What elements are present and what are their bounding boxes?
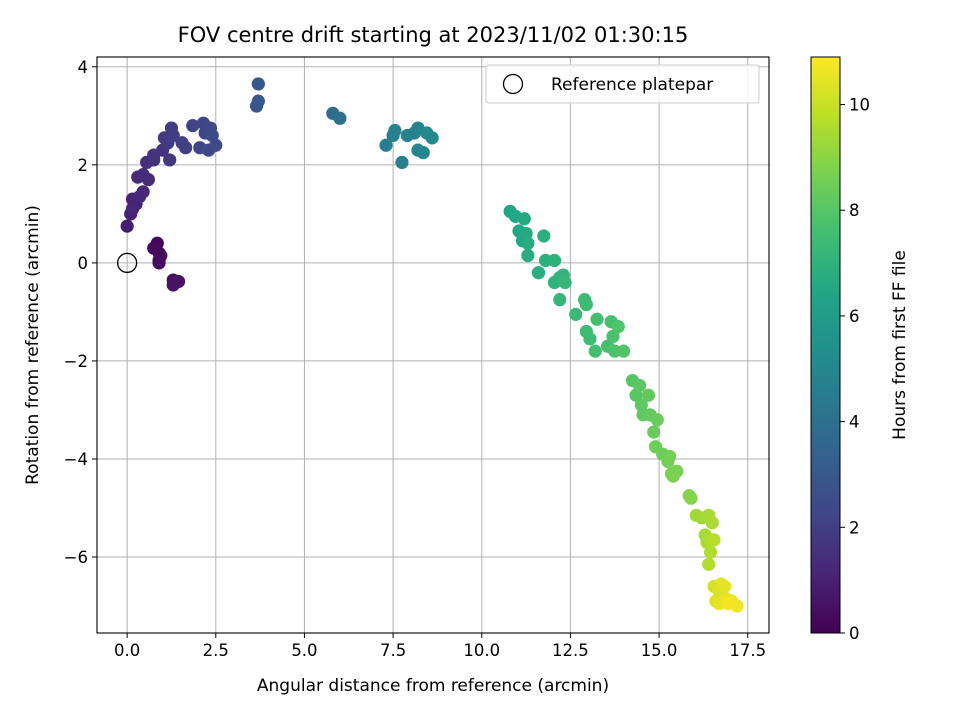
legend: Reference platepar	[485, 64, 760, 104]
data-point	[136, 185, 150, 199]
data-point	[186, 119, 200, 133]
data-point	[707, 533, 721, 547]
colorbar-tick-label: 0	[849, 624, 860, 643]
data-point	[684, 491, 698, 505]
x-tick-label: 12.5	[552, 641, 589, 660]
data-point	[718, 579, 732, 594]
data-point	[179, 141, 193, 155]
data-point	[425, 131, 439, 145]
y-tick-label: 4	[78, 58, 89, 77]
x-tick-label: 17.5	[729, 641, 766, 660]
data-point	[583, 332, 597, 346]
y-tick-label: −2	[64, 352, 88, 371]
x-tick-label: 2.5	[203, 641, 229, 660]
data-point	[166, 278, 180, 292]
legend-reference-marker	[502, 73, 524, 95]
data-point	[125, 202, 140, 216]
data-point	[205, 128, 219, 143]
data-point	[120, 219, 134, 233]
colorbar-tick-label: 4	[849, 413, 860, 432]
data-point	[705, 516, 719, 530]
data-point	[388, 123, 402, 138]
colorbar-ticks: 0 2 4 6 8 10	[840, 96, 870, 643]
legend-label-reference: Reference platepar	[551, 75, 713, 95]
y-tick-label: 0	[78, 254, 89, 273]
data-point	[521, 248, 535, 263]
x-tick-label: 15.0	[641, 641, 678, 660]
data-point	[606, 329, 620, 344]
x-tick-label: 10.0	[463, 641, 500, 660]
colorbar-tick-label: 2	[849, 518, 860, 537]
colorbar-tick-label: 8	[849, 201, 860, 220]
reference-marker-group	[116, 252, 138, 274]
data-point	[152, 256, 166, 270]
data-point	[721, 596, 735, 611]
y-axis-ticks: −6 −4 −2 0 2 4	[64, 58, 97, 567]
data-points	[120, 77, 744, 613]
data-point	[537, 229, 551, 243]
data-point	[666, 469, 680, 483]
data-point	[634, 398, 648, 412]
data-point	[617, 344, 631, 358]
data-point	[251, 77, 265, 91]
reference-platepar-marker	[116, 252, 138, 274]
data-point	[416, 145, 430, 160]
data-point	[517, 212, 531, 226]
data-point	[632, 378, 647, 393]
x-tick-label: 0.0	[114, 641, 140, 660]
x-tick-label: 7.5	[380, 641, 406, 660]
data-point	[163, 153, 177, 167]
data-point	[251, 94, 265, 108]
colorbar-tick-label: 6	[849, 307, 860, 326]
legend-box	[485, 64, 760, 104]
x-axis-ticks: 0.0 2.5 5.0 7.5 10.0 12.5 15.0 17.5	[114, 633, 766, 660]
data-point	[141, 172, 156, 187]
data-point	[641, 388, 656, 402]
data-point	[531, 266, 546, 280]
data-point	[558, 275, 572, 290]
data-point	[569, 307, 583, 321]
data-point	[650, 413, 664, 427]
x-tick-label: 5.0	[291, 641, 317, 660]
data-point	[395, 155, 409, 169]
data-point	[611, 320, 625, 334]
data-point	[519, 226, 533, 241]
colorbar	[810, 56, 841, 634]
data-point	[166, 128, 180, 143]
data-point	[521, 236, 535, 250]
data-point	[579, 297, 593, 312]
data-point	[547, 253, 562, 268]
plot-frame	[96, 56, 770, 634]
colorbar-tick-label: 10	[849, 96, 870, 115]
y-axis-label: Rotation from reference (arcmin)	[23, 205, 43, 485]
data-point	[703, 545, 718, 559]
data-point	[590, 312, 604, 326]
chart-title: FOV centre drift starting at 2023/11/02 …	[178, 23, 689, 47]
y-tick-label: −6	[64, 548, 88, 567]
data-point	[333, 111, 347, 125]
data-point	[647, 425, 661, 439]
y-tick-label: −4	[64, 450, 88, 469]
data-point	[379, 138, 393, 152]
colorbar-label: Hours from first FF file	[890, 250, 910, 440]
data-point	[588, 344, 602, 358]
x-axis-label: Angular distance from reference (arcmin)	[257, 676, 609, 696]
y-tick-label: 2	[78, 156, 89, 175]
data-point	[663, 449, 677, 464]
data-point	[702, 557, 716, 571]
data-point	[553, 293, 567, 307]
